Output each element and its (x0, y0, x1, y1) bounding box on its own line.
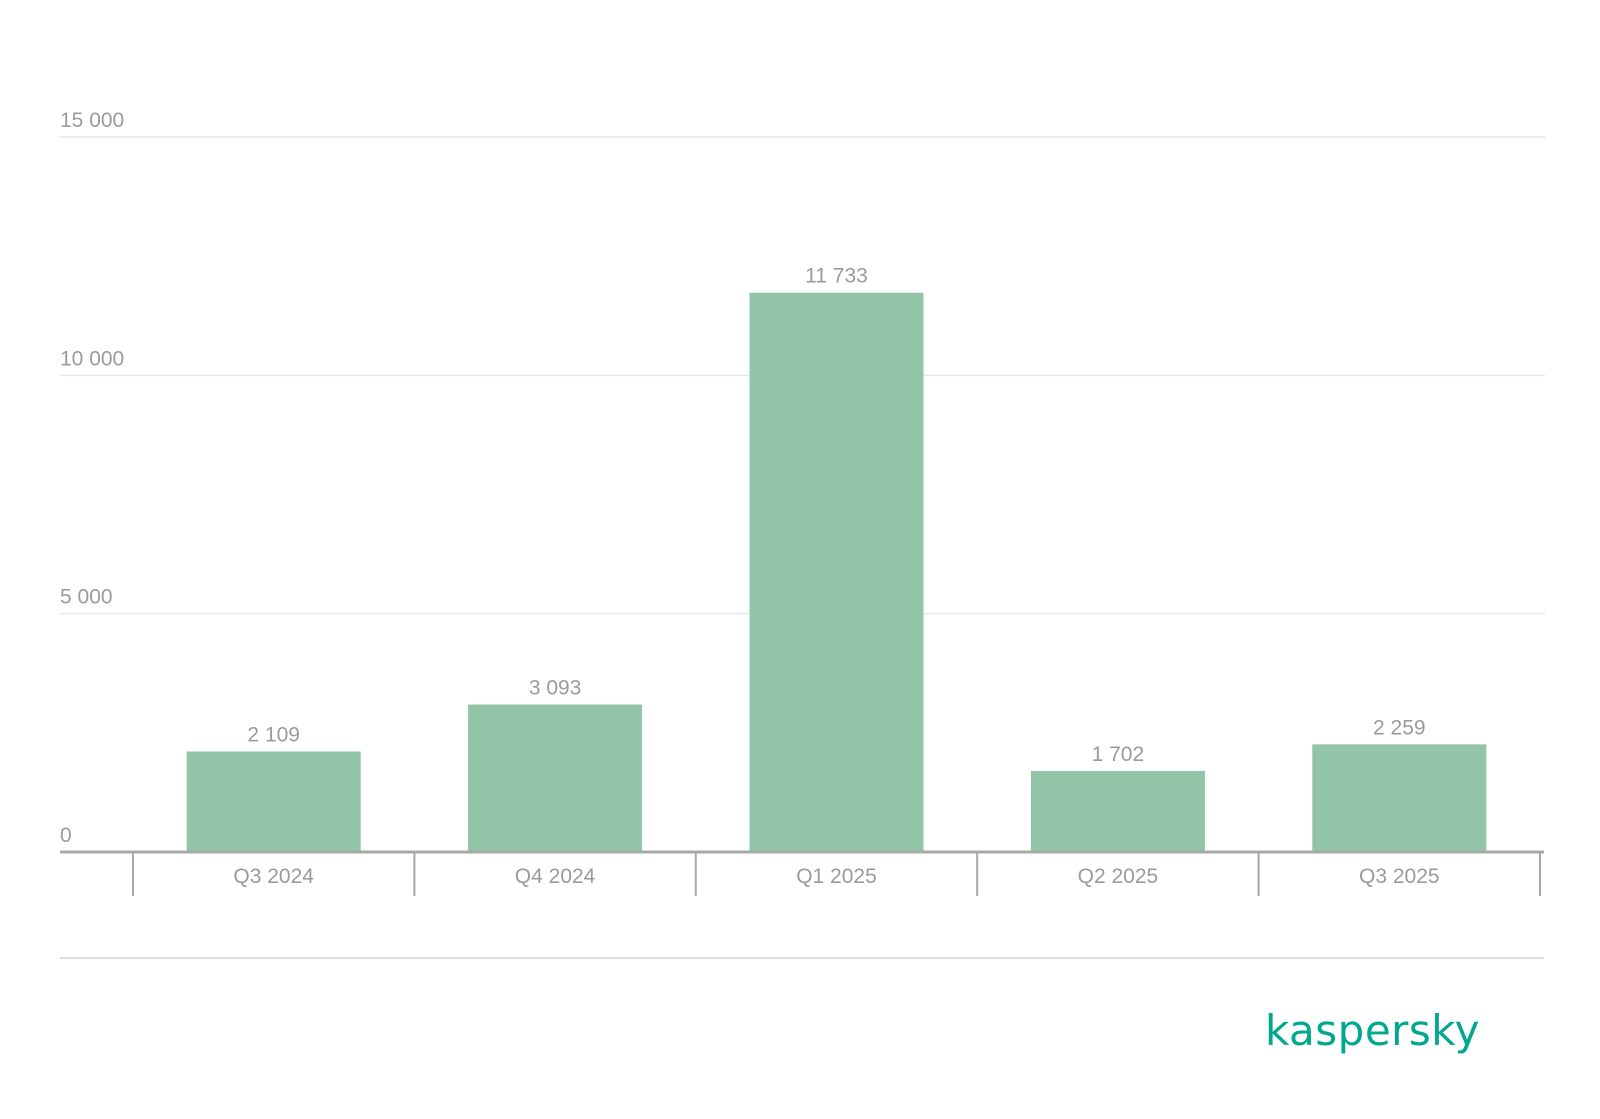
y-tick-label: 5 000 (60, 586, 113, 609)
x-tick-label: Q3 2025 (1359, 865, 1440, 888)
x-tick-label: Q1 2025 (796, 865, 877, 888)
bar (468, 704, 643, 852)
bar (749, 292, 924, 852)
y-axis-tick-labels: 0 5 000 10 000 15 000 (60, 109, 124, 847)
x-tick-label: Q4 2024 (515, 865, 596, 888)
bar (1312, 744, 1487, 852)
bar-value-label: 1 702 (1092, 743, 1145, 766)
bar-value-label: 2 259 (1373, 716, 1426, 739)
bar (1030, 770, 1205, 852)
bar-value-label: 3 093 (529, 677, 582, 700)
x-axis (60, 850, 1544, 896)
bar-value-label: 2 109 (247, 723, 300, 746)
x-tick-label: Q3 2024 (233, 865, 314, 888)
y-tick-label: 0 (60, 824, 72, 847)
kaspersky-logo: kaspersky (1264, 1006, 1480, 1055)
x-tick-label: Q2 2025 (1078, 865, 1159, 888)
x-axis-tick-labels: Q3 2024 Q4 2024 Q1 2025 Q2 2025 Q3 2025 (233, 865, 1439, 888)
bars (186, 292, 1487, 852)
y-tick-label: 10 000 (60, 347, 124, 370)
bar-value-label: 11 733 (805, 265, 868, 288)
bar (186, 751, 361, 852)
bar-value-labels: 2 109 3 093 11 733 1 702 2 259 (247, 265, 1425, 766)
y-tick-label: 15 000 (60, 109, 124, 132)
